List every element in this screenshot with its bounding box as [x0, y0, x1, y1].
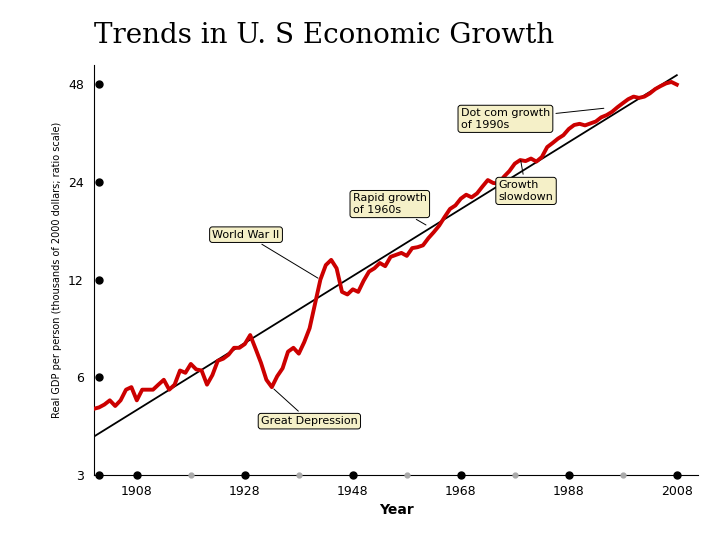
Text: Great Depression: Great Depression: [261, 389, 358, 426]
Text: World War II: World War II: [212, 230, 318, 278]
X-axis label: Year: Year: [379, 503, 413, 517]
Y-axis label: Real GDP per person (thousands of 2000 dollars; ratio scale): Real GDP per person (thousands of 2000 d…: [53, 122, 63, 418]
Text: Growth
slowdown: Growth slowdown: [499, 160, 554, 202]
Text: Dot com growth
of 1990s: Dot com growth of 1990s: [461, 108, 604, 130]
Text: Rapid growth
of 1960s: Rapid growth of 1960s: [353, 193, 427, 225]
Text: Trends in U. S Economic Growth: Trends in U. S Economic Growth: [94, 22, 554, 49]
